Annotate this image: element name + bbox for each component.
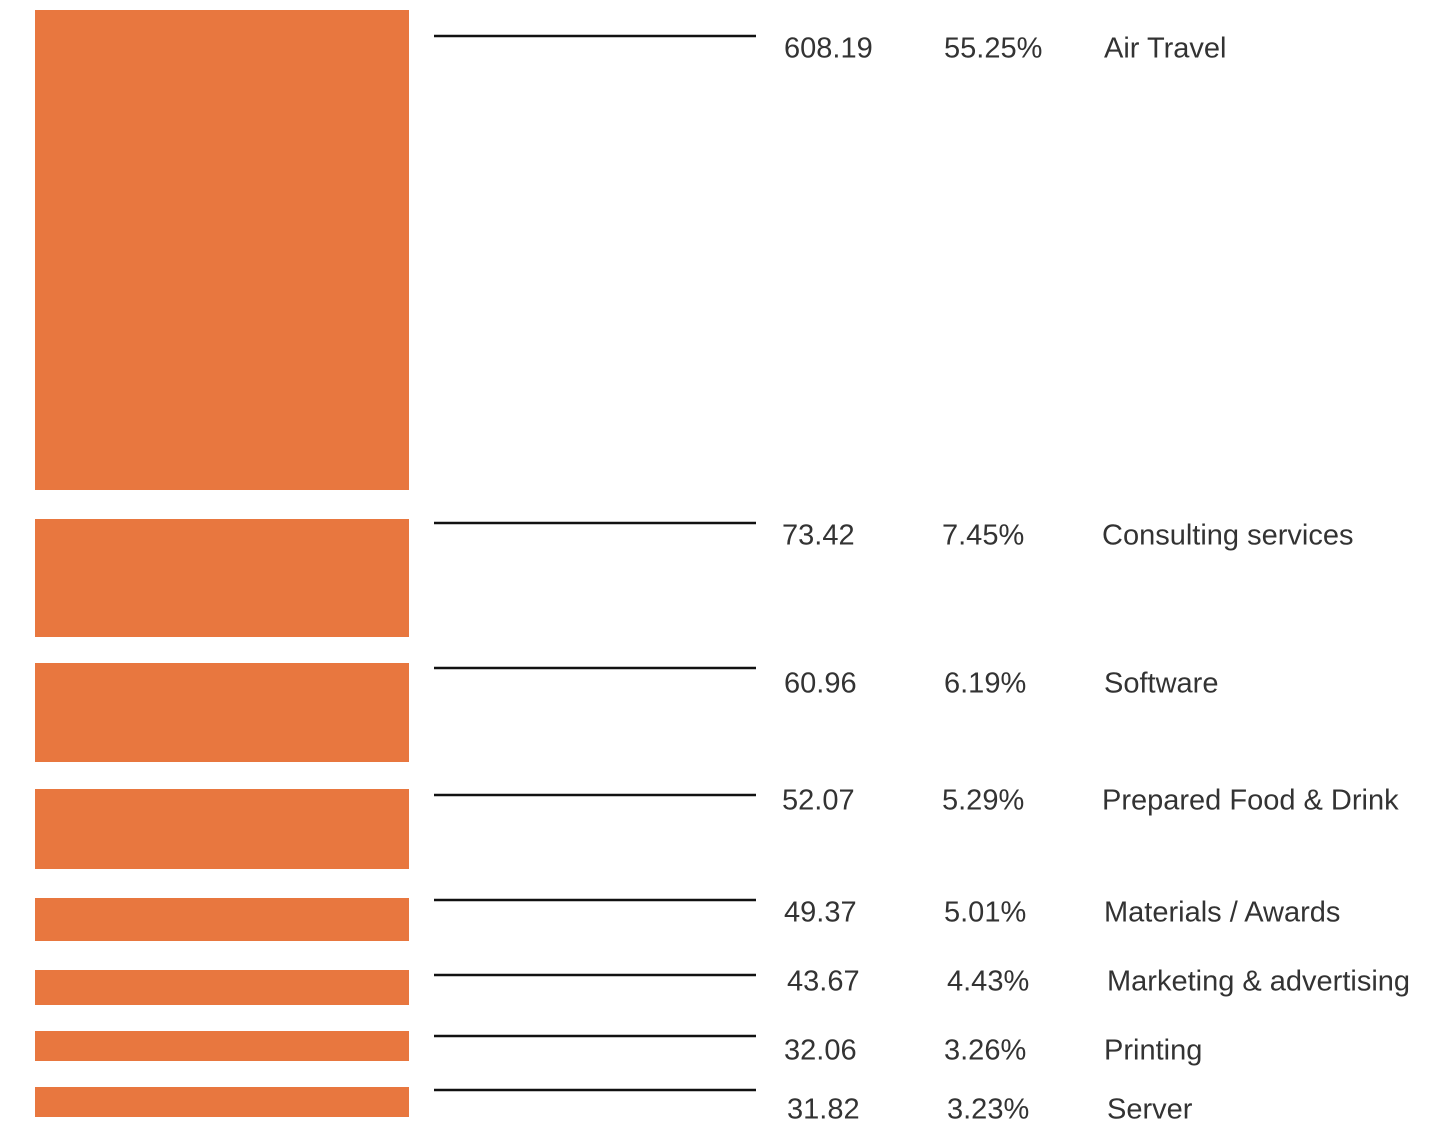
value-label: 49.37 xyxy=(784,897,857,929)
percent-label: 7.45% xyxy=(942,520,1024,552)
block xyxy=(35,1087,409,1117)
percent-label: 3.23% xyxy=(947,1094,1029,1126)
block xyxy=(35,898,409,941)
block xyxy=(35,519,409,637)
value-label: 73.42 xyxy=(782,520,855,552)
percent-label: 55.25% xyxy=(944,33,1042,65)
value-label: 60.96 xyxy=(784,668,857,700)
value-label: 608.19 xyxy=(784,33,873,65)
block xyxy=(35,789,409,869)
block xyxy=(35,10,409,490)
category-label: Materials / Awards xyxy=(1104,897,1340,929)
category-label: Printing xyxy=(1104,1035,1202,1067)
category-label: Software xyxy=(1104,668,1218,700)
value-label: 52.07 xyxy=(782,785,855,817)
percent-label: 4.43% xyxy=(947,966,1029,998)
category-label: Marketing & advertising xyxy=(1107,966,1410,998)
value-label: 43.67 xyxy=(787,966,860,998)
percent-label: 6.19% xyxy=(944,668,1026,700)
percent-label: 3.26% xyxy=(944,1035,1026,1067)
category-label: Server xyxy=(1107,1094,1193,1126)
category-label: Consulting services xyxy=(1102,520,1353,552)
percent-label: 5.01% xyxy=(944,897,1026,929)
category-label: Prepared Food & Drink xyxy=(1102,785,1399,817)
block xyxy=(35,970,409,1005)
block xyxy=(35,1031,409,1061)
value-label: 31.82 xyxy=(787,1094,860,1126)
percent-label: 5.29% xyxy=(942,785,1024,817)
block xyxy=(35,663,409,762)
category-label: Air Travel xyxy=(1104,33,1226,65)
value-label: 32.06 xyxy=(784,1035,857,1067)
